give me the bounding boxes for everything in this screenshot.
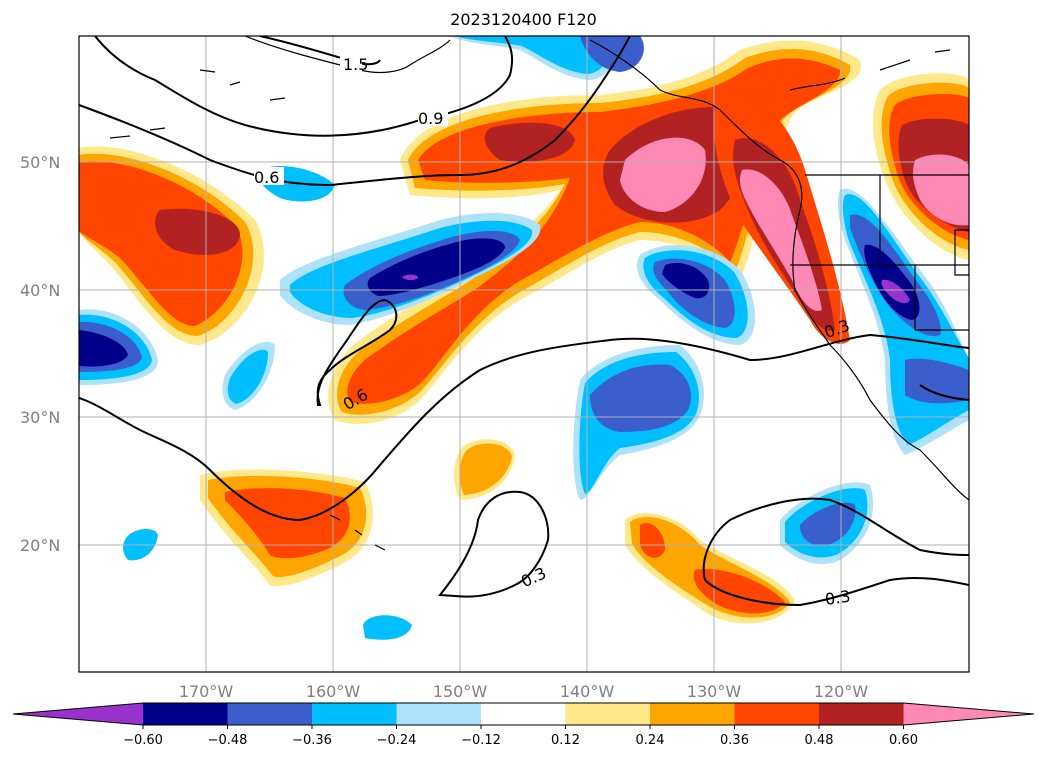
anomaly-west-negative [79,309,158,385]
lon-label: 150°W [433,682,488,701]
colorbar-segment [734,703,820,725]
contour-label: 0.9 [418,109,443,128]
lon-label: 170°W [179,682,234,701]
lon-label: 130°W [687,682,742,701]
contour-lines [79,36,969,607]
lat-label: 50°N [20,153,60,172]
anomaly-west-positive [79,146,264,345]
lon-label: 120°W [814,682,869,701]
colorbar-segment [227,703,313,725]
lat-label: 40°N [20,281,60,300]
colorbar-segment [481,703,566,725]
colorbar-segments [12,702,1035,726]
colorbar-segment [565,703,651,725]
anomaly-southeast-negative [780,482,874,565]
colorbar-tick-label: 0.36 [720,733,749,748]
lat-label: 20°N [20,536,60,555]
chart-title: 2023120400 F120 [450,10,597,29]
map-content: 1.5 0.9 0.6 0.6 0.3 0.3 0.3 [79,36,969,672]
map-frame [78,35,970,673]
colorbar-segment [819,703,904,725]
colorbar-tick-label: 0.24 [636,733,665,748]
anomaly-east-negative [837,188,969,455]
colorbar-tick-label: −0.36 [292,733,332,748]
colorbar-extend-low [13,703,143,725]
colorbar-segment [312,703,397,725]
longitude-labels: 170°W 160°W 150°W 140°W 130°W 120°W [179,682,869,701]
colorbar-ticks: −0.60 −0.48 −0.36 −0.24 −0.12 0.12 0.24 0.36 0.4… [123,725,918,748]
anomaly-mid-negative [280,213,541,325]
colorbar-tick-label: −0.60 [123,733,163,748]
colorbar-extend-high [903,703,1034,725]
lat-label: 30°N [20,408,60,427]
colorbar-tick-label: −0.12 [461,733,501,748]
graticule [79,36,969,672]
contour-label: 0.6 [254,168,279,187]
colorbar-tick-label: 0.60 [889,733,918,748]
lon-label: 160°W [306,682,361,701]
colorbar-tick-label: −0.48 [208,733,248,748]
anomaly-small-positive [454,439,515,500]
coastlines [109,36,969,551]
colorbar-segment [396,703,482,725]
contour-label: 0.3 [824,587,852,609]
colorbar-tick-label: 0.12 [551,733,580,748]
colorbar-segment [143,703,228,725]
lon-label: 140°W [560,682,615,701]
colorbar-tick-label: 0.48 [805,733,834,748]
contour-label: 1.5 [343,55,368,74]
colorbar-tick-label: −0.24 [377,733,417,748]
latitude-labels: 50°N 40°N 30°N 20°N [20,153,60,555]
anomaly-small-negative [123,341,412,640]
anomaly-coast-positive [713,88,850,344]
anomaly-central-negative [573,245,755,500]
colorbar-segment [650,703,735,725]
